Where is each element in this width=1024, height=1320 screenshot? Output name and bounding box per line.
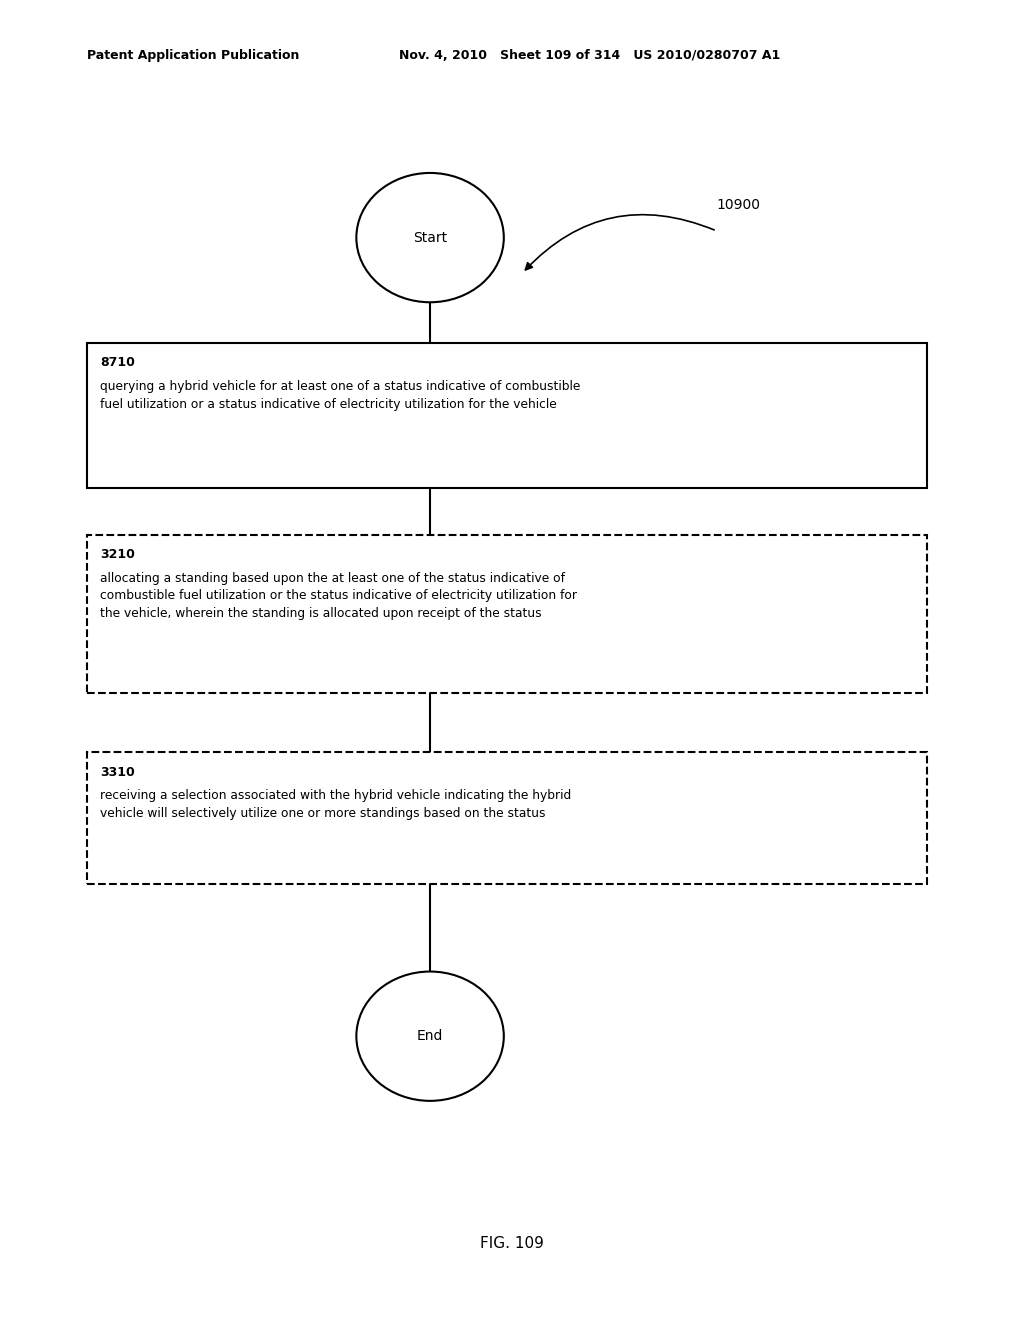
Text: Patent Application Publication: Patent Application Publication [87, 49, 299, 62]
Text: receiving a selection associated with the hybrid vehicle indicating the hybrid
v: receiving a selection associated with th… [100, 789, 571, 820]
Text: querying a hybrid vehicle for at least one of a status indicative of combustible: querying a hybrid vehicle for at least o… [100, 380, 581, 411]
Text: 3210: 3210 [100, 548, 135, 561]
Text: 10900: 10900 [717, 198, 761, 211]
Text: allocating a standing based upon the at least one of the status indicative of
co: allocating a standing based upon the at … [100, 572, 578, 619]
FancyArrowPatch shape [525, 215, 714, 269]
Text: 3310: 3310 [100, 766, 135, 779]
Ellipse shape [356, 972, 504, 1101]
Bar [87, 535, 927, 693]
Text: FIG. 109: FIG. 109 [480, 1236, 544, 1251]
Text: 8710: 8710 [100, 356, 135, 370]
Text: End: End [417, 1030, 443, 1043]
Bar [87, 343, 927, 488]
Ellipse shape [356, 173, 504, 302]
Text: Nov. 4, 2010   Sheet 109 of 314   US 2010/0280707 A1: Nov. 4, 2010 Sheet 109 of 314 US 2010/02… [399, 49, 780, 62]
Text: Start: Start [413, 231, 447, 244]
Bar [87, 752, 927, 884]
